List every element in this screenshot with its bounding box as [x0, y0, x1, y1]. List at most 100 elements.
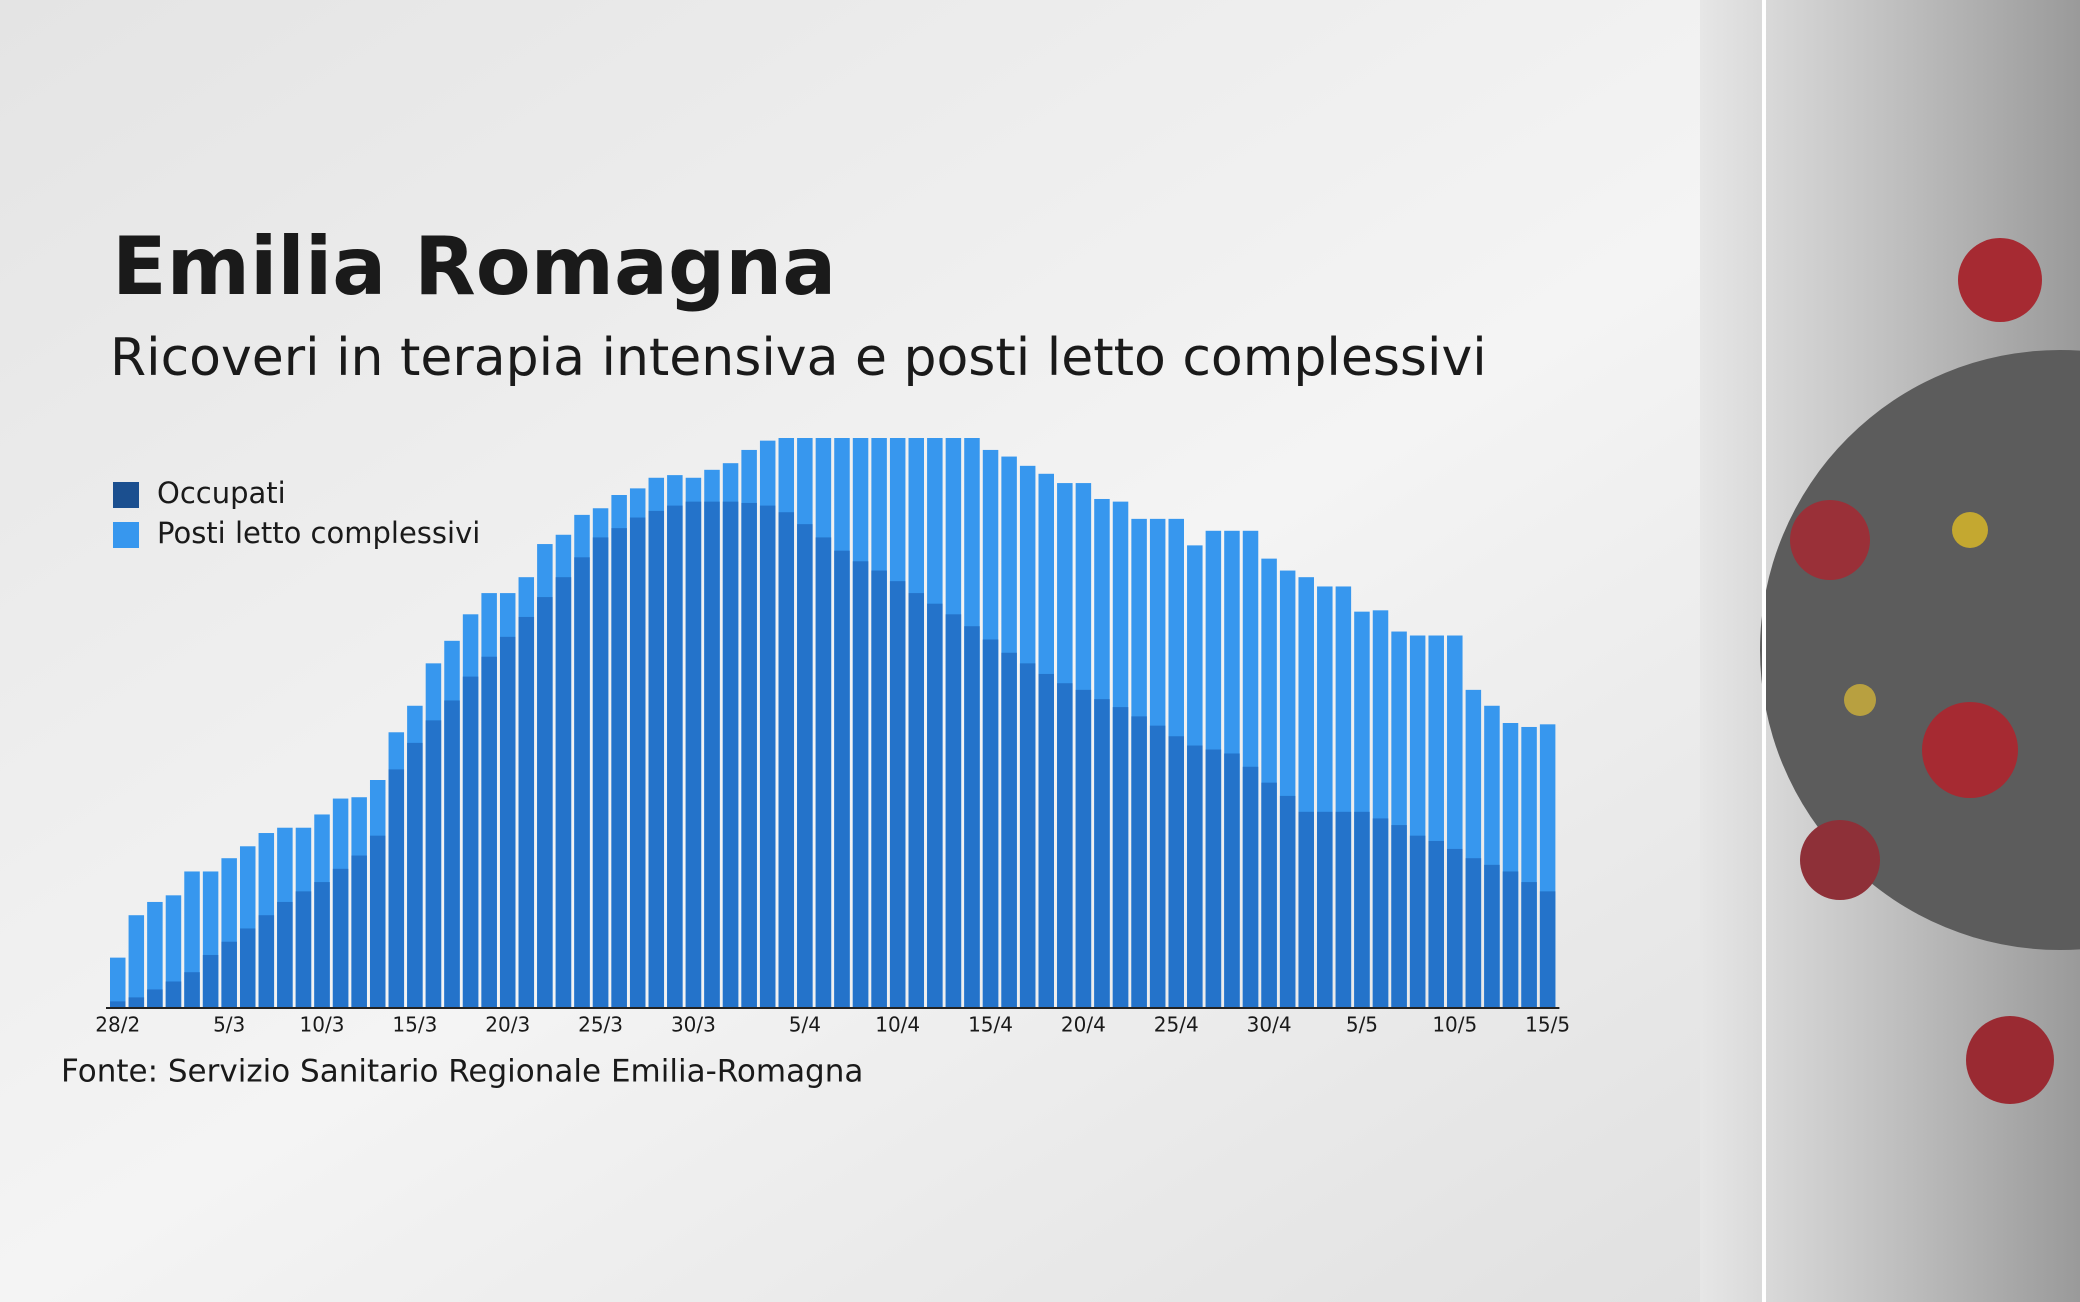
source: Fonte: Servizio Sanitario Regionale Emil…: [61, 1054, 863, 1090]
x-tick-label: 5/3: [213, 1013, 245, 1037]
bar: [908, 593, 925, 1008]
bar: [1094, 699, 1110, 1008]
x-tick-label: 20/3: [485, 1013, 530, 1037]
bar: [834, 550, 850, 1008]
x-tick-label: 10/4: [875, 1013, 920, 1037]
bar: [110, 1001, 126, 1008]
bar: [1465, 858, 1482, 1008]
legend-swatch: [113, 522, 139, 548]
bar: [722, 501, 739, 1008]
bar: [1019, 663, 1036, 1008]
bar: [574, 557, 590, 1008]
bar: [964, 626, 980, 1008]
bar: [239, 928, 256, 1008]
bar: [555, 577, 572, 1008]
bar: [499, 636, 516, 1008]
bar: [1539, 891, 1556, 1008]
x-tick-label: 30/3: [671, 1013, 716, 1037]
bar: [537, 597, 553, 1008]
bar: [1057, 683, 1073, 1008]
x-tick-label: 25/3: [578, 1013, 623, 1037]
bar: [778, 512, 795, 1008]
bar: [444, 700, 460, 1008]
bar: [815, 537, 832, 1008]
x-tick-label: 5/4: [789, 1013, 821, 1037]
bar: [128, 915, 145, 1008]
bar: [1428, 840, 1444, 1008]
bar: [184, 972, 200, 1008]
x-tick-label: 25/4: [1154, 1013, 1199, 1037]
chart-subtitle: Ricoveri in terapia intensiva e posti le…: [110, 328, 1487, 388]
bar: [1001, 652, 1017, 1008]
x-tick-label: 15/5: [1525, 1013, 1570, 1037]
bar: [1409, 835, 1426, 1008]
bar: [685, 501, 702, 1008]
bar: [797, 524, 813, 1008]
bar: [1502, 871, 1519, 1008]
bar: [110, 957, 126, 1008]
bar: [1391, 825, 1407, 1008]
bar: [1335, 811, 1352, 1008]
bar: [295, 891, 312, 1008]
x-tick-label: 28/2: [95, 1013, 140, 1037]
x-tick-label: 10/5: [1432, 1013, 1477, 1037]
bar: [1298, 811, 1314, 1008]
bar: [982, 639, 999, 1008]
x-tick-label: 20/4: [1061, 1013, 1106, 1037]
x-tick-label: 10/3: [300, 1013, 345, 1037]
virus-illustration: [1760, 238, 2080, 1104]
x-tick-label: 30/4: [1247, 1013, 1292, 1037]
bar: [314, 882, 330, 1008]
bar: [871, 570, 887, 1008]
bar: [202, 954, 219, 1008]
bar: [1261, 782, 1277, 1008]
bar: [481, 656, 497, 1008]
bar: [889, 581, 906, 1008]
bar: [147, 989, 163, 1008]
bar: [927, 603, 943, 1008]
bar: [1242, 766, 1259, 1008]
bar: [945, 614, 962, 1008]
bar: [147, 901, 163, 1008]
x-tick-label: 15/4: [968, 1013, 1013, 1037]
bar: [759, 505, 776, 1008]
bar: [1038, 673, 1054, 1008]
bar: [128, 997, 145, 1008]
bar: [165, 895, 182, 1008]
bar: [704, 501, 720, 1008]
legend-swatch: [113, 482, 139, 508]
bar: [1131, 716, 1147, 1008]
bar: [277, 901, 293, 1008]
bar: [165, 981, 182, 1008]
bar: [1168, 736, 1184, 1008]
bar: [1447, 848, 1463, 1008]
legend-label: Occupati: [157, 476, 286, 510]
x-tick-label: 15/3: [392, 1013, 437, 1037]
bar: [1484, 864, 1500, 1008]
bar: [1521, 882, 1537, 1008]
bar: [1372, 818, 1389, 1008]
bar: [221, 941, 237, 1008]
bar: [332, 868, 349, 1008]
bar: [667, 505, 683, 1008]
bar: [1354, 811, 1370, 1008]
bar: [351, 855, 367, 1008]
bar: [629, 517, 646, 1008]
bar: [258, 915, 275, 1008]
bar: [462, 676, 479, 1008]
bar: [611, 528, 627, 1008]
bar: [741, 502, 757, 1008]
bar: [407, 742, 423, 1008]
bar: [1112, 707, 1129, 1008]
bar: [518, 616, 535, 1008]
bar: [648, 510, 665, 1008]
chart-title: Emilia Romagna: [112, 220, 836, 313]
bar: [388, 769, 405, 1008]
bar: [369, 835, 386, 1008]
x-tick-label: 5/5: [1346, 1013, 1378, 1037]
bar: [1075, 689, 1092, 1008]
bar: [1187, 745, 1203, 1008]
bar: [1317, 811, 1333, 1008]
bar: [1149, 725, 1166, 1008]
